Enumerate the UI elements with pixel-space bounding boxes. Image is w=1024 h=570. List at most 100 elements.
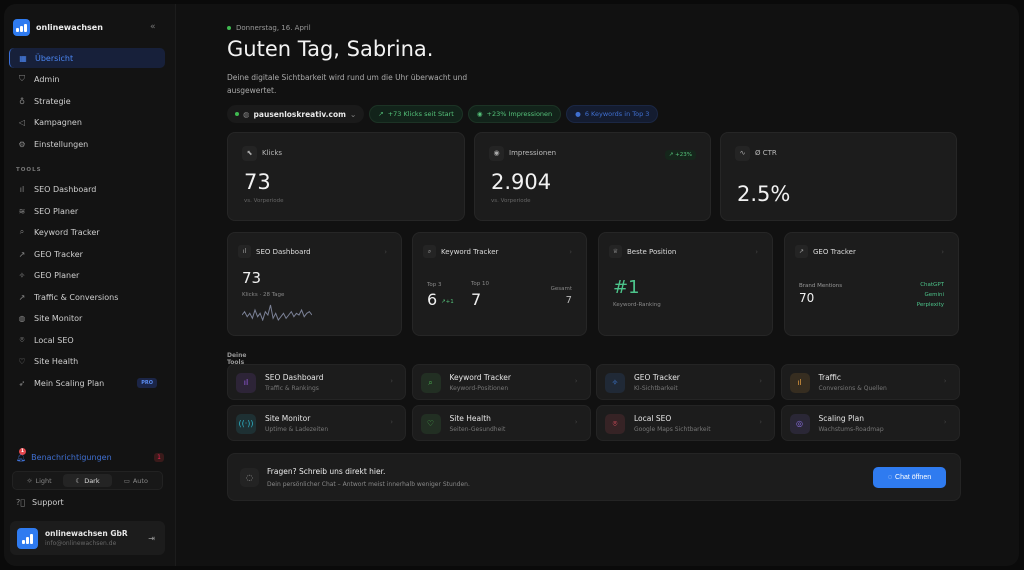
widget-seo-dashboard[interactable]: ıl SEO Dashboard › 73 Klicks · 28 Tage xyxy=(227,232,402,336)
tool-subtitle: Uptime & Ladezeiten xyxy=(265,426,329,433)
chat-title: Fragen? Schreib uns direkt hier. xyxy=(267,467,386,476)
brand-name: onlinewachsen xyxy=(36,23,103,32)
engine-gemini: Gemini xyxy=(924,292,944,298)
brand[interactable]: onlinewachsen xyxy=(13,19,103,36)
user-avatar xyxy=(17,527,38,549)
chip-label: +73 Klicks seit Start xyxy=(387,110,454,118)
theme-dark-button[interactable]: ☾ Dark xyxy=(63,474,112,487)
theme-switcher: ☼ Light ☾ Dark ▭ Auto xyxy=(12,471,163,490)
tool-card-site-monitor[interactable]: ((·)) Site Monitor Uptime & Ladezeiten › xyxy=(227,405,406,441)
sidebar-item-einstellungen[interactable]: ⚙ Einstellungen xyxy=(9,134,165,154)
tool-card-local-seo[interactable]: ⌾ Local SEO Google Maps Sichtbarkeit › xyxy=(596,405,775,441)
notifications-link[interactable]: 🔔︎ 1 Benachrichtigungen 1 xyxy=(16,448,164,462)
top3-label: Top 3 xyxy=(427,282,442,288)
tool-card-scaling-plan[interactable]: ◎ Scaling Plan Wachstums-Roadmap › xyxy=(780,405,960,441)
sidebar-item-label: Kampagnen xyxy=(34,117,82,127)
tool-subtitle: Keyword-Positionen xyxy=(449,385,509,392)
sidebar-item-seo-dashboard[interactable]: ıl SEO Dashboard xyxy=(9,179,165,199)
kpi-value: 2.5% xyxy=(737,182,791,206)
total-label: Gesamt xyxy=(550,286,572,292)
sparkles-icon: ✧ xyxy=(18,270,26,280)
sidebar-item-label: Keyword Tracker xyxy=(34,227,100,237)
sidebar-item-label: Strategie xyxy=(34,96,71,106)
widget-value: 73 xyxy=(242,269,262,287)
sparkline-line xyxy=(242,304,312,321)
tools-section-label: TOOLS xyxy=(16,167,42,173)
theme-auto-button[interactable]: ▭ Auto xyxy=(112,474,160,487)
sidebar-item-uebersicht[interactable]: ▦ Übersicht xyxy=(9,48,165,68)
page-subtitle: Deine digitale Sichtbarkeit wird rund um… xyxy=(227,73,468,95)
tool-subtitle: Google Maps Sichtbarkeit xyxy=(634,426,711,433)
sidebar-item-geo-planer[interactable]: ✧ GEO Planer xyxy=(9,265,165,285)
award-icon: ♕ xyxy=(609,245,622,258)
sidebar-item-admin[interactable]: ⛉ Admin xyxy=(9,69,165,89)
sidebar-item-seo-planer[interactable]: ≋ SEO Planer xyxy=(9,201,165,221)
chevron-right-icon: › xyxy=(755,248,758,256)
widget-title: Keyword Tracker xyxy=(441,248,499,256)
sidebar-item-scaling-plan[interactable]: ➶ Mein Scaling Plan PRO xyxy=(9,373,165,393)
sidebar-item-traffic-conversions[interactable]: ↗ Traffic & Conversions xyxy=(9,287,165,307)
chevron-right-icon: › xyxy=(941,248,944,256)
page-title: Guten Tag, Sabrina. xyxy=(227,37,434,61)
sidebar-item-keyword-tracker[interactable]: ⌕ Keyword Tracker xyxy=(9,222,165,242)
clicks-sparkline xyxy=(242,304,312,321)
widget-note: Keyword-Ranking xyxy=(613,302,661,308)
sidebar-item-label: Einstellungen xyxy=(34,139,89,149)
target-icon: ◎ xyxy=(789,414,810,434)
support-link[interactable]: ?⃝ Support xyxy=(16,498,64,507)
best-position-value: #1 xyxy=(613,277,640,298)
globe-icon: ◍ xyxy=(243,109,250,119)
sidebar-item-geo-tracker[interactable]: ↗ GEO Tracker xyxy=(9,244,165,264)
theme-light-button[interactable]: ☼ Light xyxy=(15,474,63,487)
sidebar-item-label: Site Health xyxy=(34,356,79,366)
open-chat-button[interactable]: ◌ Chat öffnen xyxy=(873,467,946,488)
user-card[interactable]: onlinewachsen GbR info@onlinewachsen.de ⇥ xyxy=(10,521,165,555)
notification-count-badge: 1 xyxy=(154,453,164,462)
sidebar-item-local-seo[interactable]: ⌾ Local SEO xyxy=(9,330,165,350)
search-icon: ⌕ xyxy=(19,227,25,236)
sidebar-item-label: Mein Scaling Plan xyxy=(34,378,105,388)
summary-chips: ◍ pausenloskreativ.com ⌄ ↗ +73 Klicks seit … xyxy=(227,105,659,123)
trending-up-icon: ↗ xyxy=(18,292,26,302)
tool-card-keyword-tracker[interactable]: ⌕ Keyword Tracker Keyword-Positionen › xyxy=(411,364,591,400)
tool-card-site-health[interactable]: ♡ Site Health Seiten-Gesundheit › xyxy=(411,405,591,441)
eye-icon: ◉ xyxy=(476,110,483,118)
chevron-right-icon: › xyxy=(759,418,762,426)
sidebar-item-label: SEO Planer xyxy=(34,206,79,216)
radio-icon: ((·)) xyxy=(236,414,256,434)
sidebar-item-site-monitor[interactable]: ◍ Site Monitor xyxy=(9,308,165,328)
chevron-down-icon: ⌄ xyxy=(349,109,357,119)
collapse-sidebar-icon[interactable]: « xyxy=(150,22,156,32)
tool-card-traffic[interactable]: ıl Traffic Conversions & Quellen › xyxy=(780,364,960,400)
sidebar-item-kampagnen[interactable]: ◁ Kampagnen xyxy=(9,112,165,132)
message-icon: ◌ xyxy=(887,474,893,481)
logout-icon[interactable]: ⇥ xyxy=(148,533,155,543)
current-date: Donnerstag, 16. April xyxy=(227,24,311,32)
button-label: Chat öffnen xyxy=(895,474,932,481)
trend-badge: ↗ +23% xyxy=(664,150,696,160)
widget-beste-position[interactable]: ♕ Beste Position › #1 Keyword-Ranking xyxy=(598,232,773,336)
sidebar-item-label: Übersicht xyxy=(35,53,74,63)
widget-keyword-tracker[interactable]: ⌕ Keyword Tracker › Top 3 6 ↗+1 Top 10 7 G… xyxy=(412,232,587,336)
tool-card-seo-dashboard[interactable]: ıl SEO Dashboard Traffic & Rankings › xyxy=(227,364,406,400)
tool-card-geo-tracker[interactable]: ✧ GEO Tracker KI-Sichtbarkeit › xyxy=(596,364,775,400)
keywords-chip: ● 6 Keywords in Top 3 xyxy=(566,105,659,123)
widget-geo-tracker[interactable]: ↗ GEO Tracker › Brand Mentions 70 ChatGPT … xyxy=(784,232,959,336)
site-name: pausenloskreativ.com xyxy=(253,109,346,119)
kpi-label: Klicks xyxy=(262,149,283,157)
theme-label: Light xyxy=(35,476,52,485)
site-selector[interactable]: ◍ pausenloskreativ.com ⌄ xyxy=(227,105,365,123)
widget-title: GEO Tracker xyxy=(813,248,856,256)
tool-name: Local SEO xyxy=(634,414,672,423)
kpi-value: 73 xyxy=(244,170,271,194)
kpi-value: 2.904 xyxy=(491,170,552,194)
tool-name: Keyword Tracker xyxy=(449,373,511,382)
engine-chatgpt: ChatGPT xyxy=(920,282,944,288)
kpi-card-klicks: ⬉ Klicks 73 vs. Vorperiode xyxy=(227,132,465,221)
chevron-right-icon: › xyxy=(943,377,947,385)
chevron-right-icon: › xyxy=(943,418,947,426)
globe-icon: ◍ xyxy=(18,313,26,323)
sidebar-item-strategie[interactable]: ♁ Strategie xyxy=(9,91,165,111)
chat-subtitle: Dein persönlicher Chat – Antwort meist i… xyxy=(267,481,470,488)
sidebar-item-site-health[interactable]: ♡ Site Health xyxy=(9,351,165,371)
